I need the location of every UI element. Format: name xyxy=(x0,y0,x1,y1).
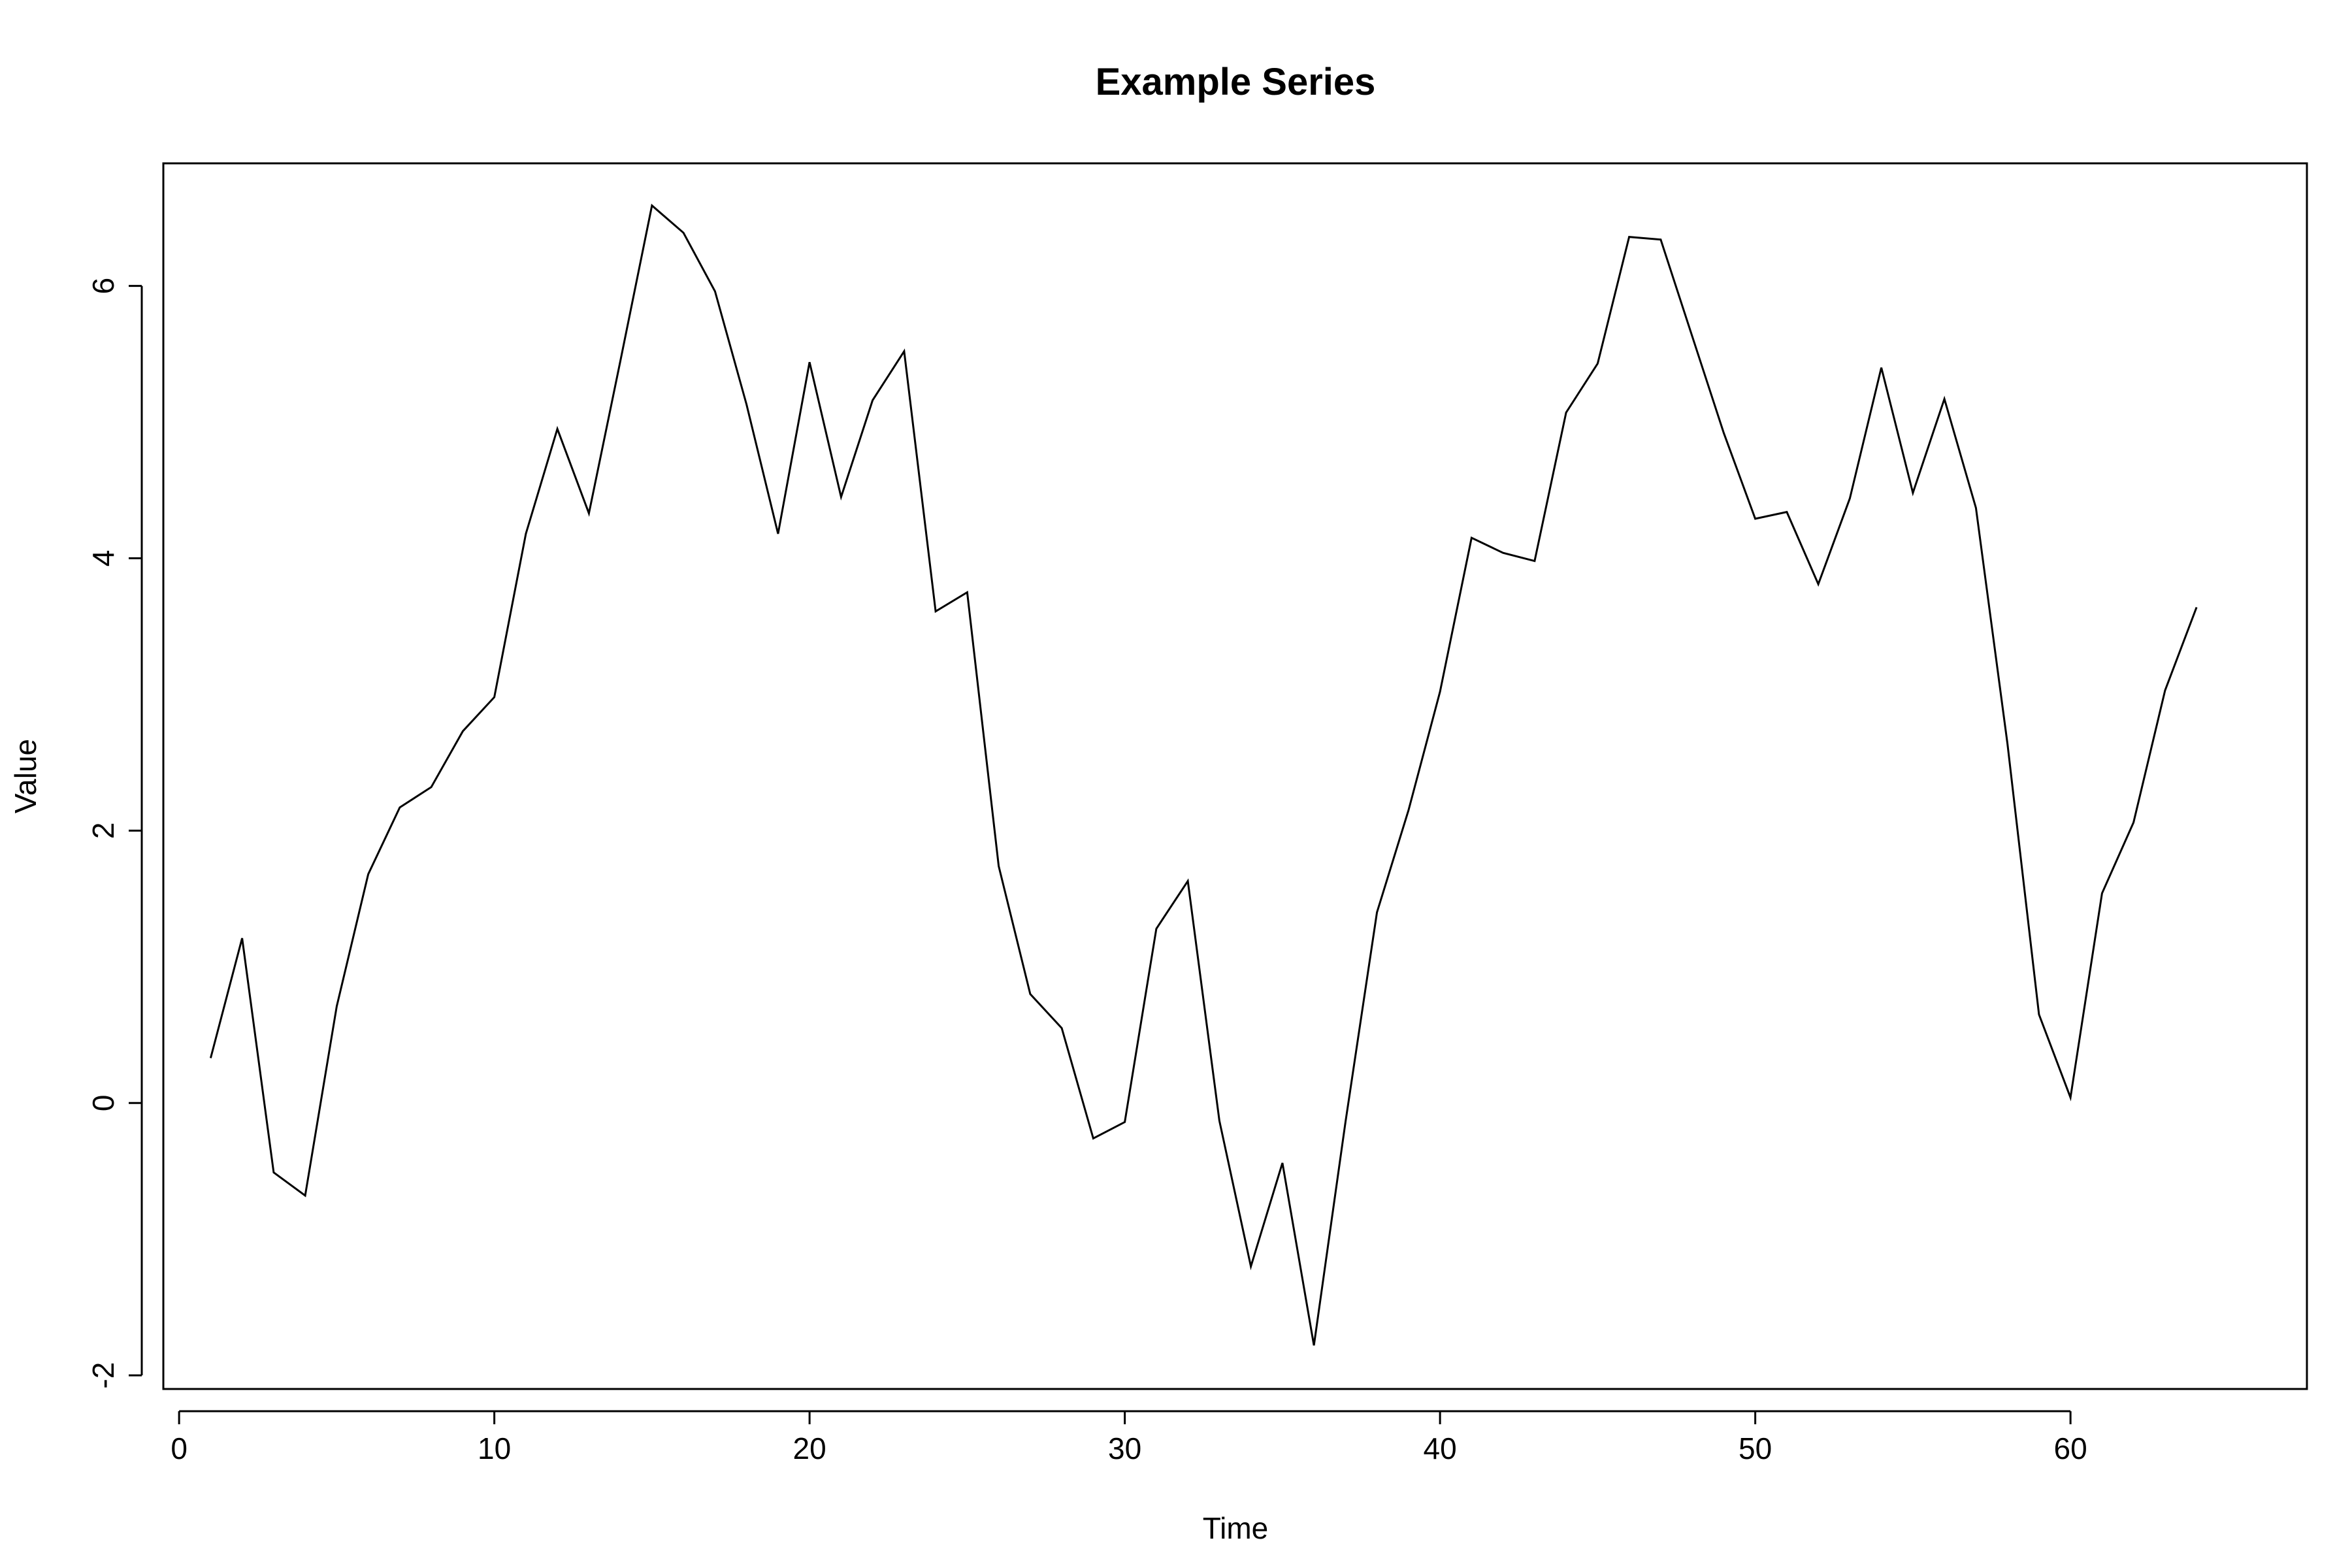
chart-title: Example Series xyxy=(1096,61,1376,103)
y-tick-label: 0 xyxy=(86,1094,120,1111)
x-tick-label: 50 xyxy=(1739,1431,1772,1465)
y-tick-label: 4 xyxy=(86,550,120,567)
series-layer xyxy=(209,203,2198,1346)
y-tick-label: -2 xyxy=(86,1362,120,1389)
y-tick-label: 2 xyxy=(86,823,120,840)
x-tick-label: 30 xyxy=(1108,1431,1141,1465)
x-axis: 0 10 20 30 40 50 60 xyxy=(171,1410,2087,1465)
x-tick-label: 60 xyxy=(2054,1431,2087,1465)
x-tick-label: 40 xyxy=(1424,1431,1457,1465)
series-line xyxy=(209,203,2198,1346)
y-axis: -2 0 2 4 6 xyxy=(86,278,143,1389)
x-axis-label: Time xyxy=(1203,1511,1269,1545)
x-tick-label: 10 xyxy=(478,1431,511,1465)
x-tick-label: 20 xyxy=(793,1431,826,1465)
y-tick-label: 6 xyxy=(86,278,120,295)
plot-frame xyxy=(162,162,2308,1390)
x-tick-label: 0 xyxy=(171,1431,188,1465)
y-axis-label: Value xyxy=(8,739,42,813)
